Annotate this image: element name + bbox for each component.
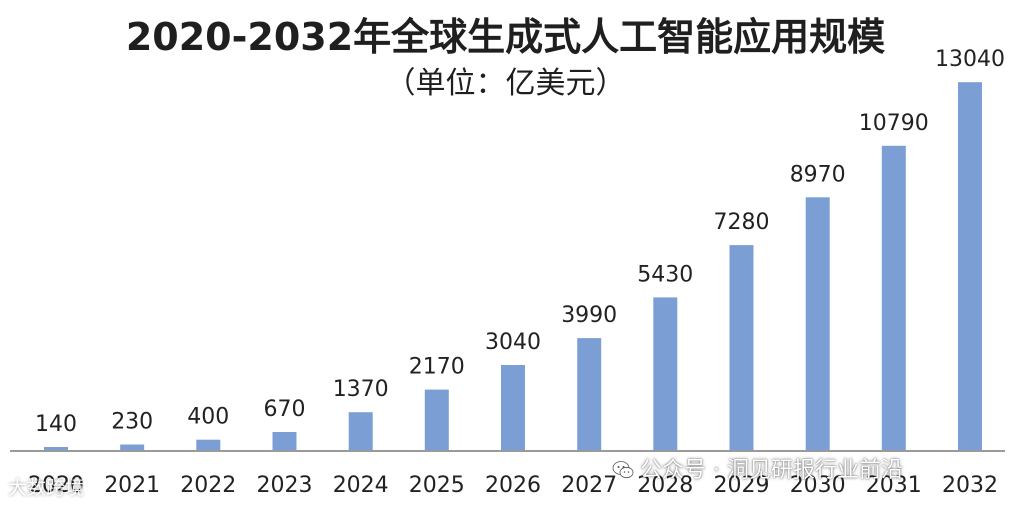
value-label-2020: 140 bbox=[35, 412, 77, 437]
bar-2022 bbox=[196, 439, 221, 451]
value-label-2028: 5430 bbox=[637, 262, 693, 287]
bar-2028 bbox=[653, 297, 678, 451]
bar-2032 bbox=[958, 82, 982, 451]
value-label-2024: 1370 bbox=[333, 377, 389, 402]
tick-label-2020: 2020 bbox=[28, 473, 84, 498]
tick-labels-group: 2020 2021 2022 2023 2024 2025 2026 2027 2028 2029… bbox=[28, 473, 998, 498]
bar-2030 bbox=[805, 197, 830, 451]
value-label-2022: 400 bbox=[187, 405, 229, 430]
watermark-right-text: 公众号 · 洞见研报行业前沿 bbox=[640, 458, 903, 483]
tick-label-2022: 2022 bbox=[180, 473, 236, 498]
tick-label-2024: 2024 bbox=[333, 473, 389, 498]
tick-label-2025: 2025 bbox=[409, 473, 465, 498]
bar-2029 bbox=[729, 245, 754, 451]
bar-2027 bbox=[577, 338, 602, 451]
watermark-left: 大数跨境 bbox=[8, 477, 85, 499]
value-label-2031: 10790 bbox=[859, 111, 929, 136]
bar-2023 bbox=[272, 432, 297, 451]
value-labels-group: 140 230 400 670 1370 2170 3040 3990 5430 7280 8970… bbox=[35, 47, 1005, 437]
bar-2026 bbox=[501, 365, 525, 451]
chart-subtitle: （单位：亿美元） bbox=[385, 66, 626, 101]
bars-group bbox=[44, 82, 982, 452]
watermark-wechat: 公众号 · 洞见研报行业前沿 bbox=[612, 452, 903, 484]
value-label-2021: 230 bbox=[111, 410, 153, 435]
value-label-2026: 3040 bbox=[485, 330, 541, 355]
value-label-2030: 8970 bbox=[790, 162, 846, 187]
tick-label-2032: 2032 bbox=[942, 473, 998, 498]
tick-label-2021: 2021 bbox=[104, 473, 160, 498]
bar-2025 bbox=[424, 389, 449, 451]
tick-label-2029: 2029 bbox=[714, 473, 770, 498]
tick-label-2023: 2023 bbox=[257, 473, 313, 498]
wechat-icon bbox=[612, 461, 634, 479]
tick-label-2028: 2028 bbox=[637, 473, 693, 498]
tick-label-2031: 2031 bbox=[866, 473, 922, 498]
bar-2024 bbox=[348, 412, 373, 451]
bar-2021 bbox=[120, 444, 145, 451]
tick-label-2027: 2027 bbox=[561, 473, 617, 498]
tick-label-2030: 2030 bbox=[790, 473, 846, 498]
tick-label-2026: 2026 bbox=[485, 473, 541, 498]
bar-2031 bbox=[881, 145, 906, 452]
chart-title: 2020-2032年全球生成式人工智能应用规模 bbox=[125, 15, 886, 59]
value-label-2029: 7280 bbox=[714, 210, 770, 235]
value-label-2025: 2170 bbox=[409, 355, 465, 380]
value-label-2032: 13040 bbox=[935, 47, 1005, 72]
value-label-2027: 3990 bbox=[561, 303, 617, 328]
bar-2020 bbox=[44, 447, 68, 451]
value-label-2023: 670 bbox=[264, 397, 306, 422]
